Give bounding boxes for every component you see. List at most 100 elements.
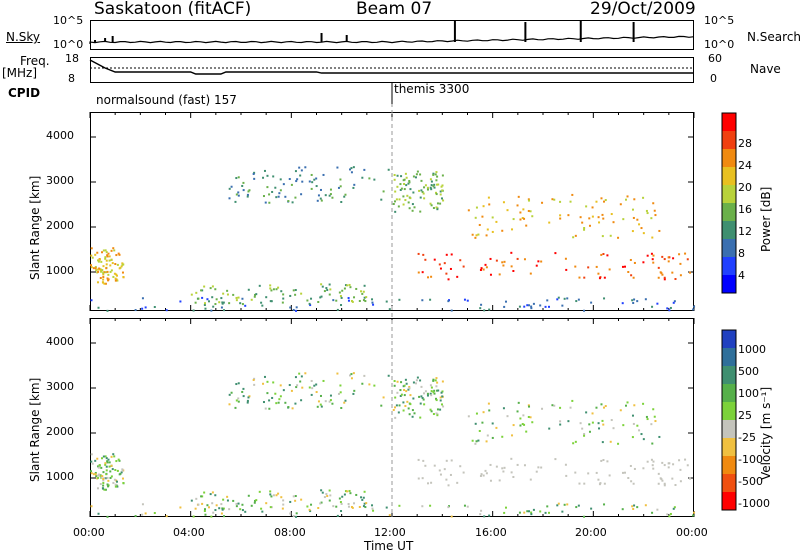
velocity-cell [480, 509, 483, 512]
power-cell [581, 221, 584, 224]
power-cell [443, 262, 446, 265]
power-cell [106, 255, 109, 258]
power-cell [206, 298, 209, 301]
velocity-cell [439, 473, 442, 476]
velocity-cell [204, 513, 207, 516]
power-cell [194, 301, 197, 304]
power-cell [105, 267, 108, 270]
power-cell [308, 302, 311, 305]
velocity-cell [419, 379, 422, 382]
power-cell [319, 197, 322, 200]
power-cell [516, 257, 519, 260]
velocity-cell [435, 397, 438, 400]
velocity-cell [477, 439, 480, 442]
velocity-cell [121, 468, 124, 471]
velocity-cell [258, 490, 261, 493]
power-cell [105, 263, 108, 266]
cpid-program-1: normalsound (fast) 157 [96, 93, 237, 107]
velocity-cell [262, 382, 265, 385]
velocity-cell [324, 400, 327, 403]
power-cell [574, 234, 577, 237]
power-cell [418, 189, 421, 192]
power-cell [429, 178, 432, 181]
power-cell [287, 200, 290, 203]
power-cell [352, 166, 355, 169]
velocity-cell [658, 435, 661, 438]
velocity-cell [310, 503, 313, 506]
velocity-cell [388, 514, 391, 517]
power-cell [106, 309, 109, 312]
power-cell [441, 189, 444, 192]
power-cell [423, 186, 426, 189]
power-cell [619, 203, 622, 206]
power-cell [414, 176, 417, 179]
velocity-cell [435, 385, 438, 388]
velocity-cell [100, 476, 103, 479]
velocity-colorbar-frame [721, 329, 737, 511]
velocity-cell [332, 505, 335, 508]
velocity-cell [495, 465, 498, 468]
power-cell [329, 193, 332, 196]
velocity-cell [221, 508, 224, 511]
power-cell [652, 202, 655, 205]
velocity-cell [328, 489, 331, 492]
power-cell [404, 172, 407, 175]
power-cell [421, 271, 424, 274]
power-cell [432, 207, 435, 210]
velocity-cell [201, 502, 204, 505]
power-cell [610, 213, 613, 216]
velocity-cell [407, 388, 410, 391]
power-cell [306, 299, 309, 302]
power-cell [653, 209, 656, 212]
power-cell [671, 271, 674, 274]
velocity-cell [329, 494, 332, 497]
velocity-cell [110, 475, 113, 478]
velocity-cell [577, 504, 580, 507]
power-cell [90, 299, 93, 302]
velocity-cell [365, 502, 368, 505]
power-cell [498, 273, 501, 276]
power-cell [600, 253, 603, 256]
velocity-cell [463, 504, 466, 507]
velocity-cell [523, 464, 526, 467]
velocity-cell [636, 424, 639, 427]
velocity-cell [450, 515, 453, 518]
power-cell [371, 298, 374, 301]
power-cell [90, 264, 93, 267]
velocity-cell [221, 507, 224, 510]
power-cell [519, 218, 522, 221]
power-cell [340, 296, 343, 299]
power-cell [290, 183, 293, 186]
power-cell [94, 265, 97, 268]
power-cell [471, 233, 474, 236]
power-cell [107, 279, 110, 282]
power-cell [526, 304, 529, 307]
power-cell [339, 178, 342, 181]
power-cell [322, 173, 325, 176]
power-cell [371, 301, 374, 304]
power-cell [316, 199, 319, 202]
velocity-cell [350, 373, 353, 376]
velocity-cell [208, 506, 211, 509]
velocity-cell [402, 401, 405, 404]
velocity-cell [541, 407, 544, 410]
velocity-cell [510, 471, 513, 474]
station-title: Saskatoon (fitACF) [94, 0, 252, 19]
velocity-cell [527, 404, 530, 407]
velocity-cb-tick: -500 [738, 475, 763, 488]
velocity-cell [396, 380, 399, 383]
xtick-label: 00:00 [73, 526, 105, 539]
power-cell [673, 300, 676, 303]
velocity-cell [673, 506, 676, 509]
velocity-cell [502, 407, 505, 410]
power-cell [488, 203, 491, 206]
velocity-ytick: 2000 [46, 425, 74, 438]
velocity-cell [295, 515, 298, 518]
velocity-cell [165, 515, 168, 518]
power-cell [350, 167, 353, 170]
power-cell [447, 300, 450, 303]
velocity-cell [203, 508, 206, 511]
velocity-cell [631, 505, 634, 508]
velocity-cell [523, 423, 526, 426]
